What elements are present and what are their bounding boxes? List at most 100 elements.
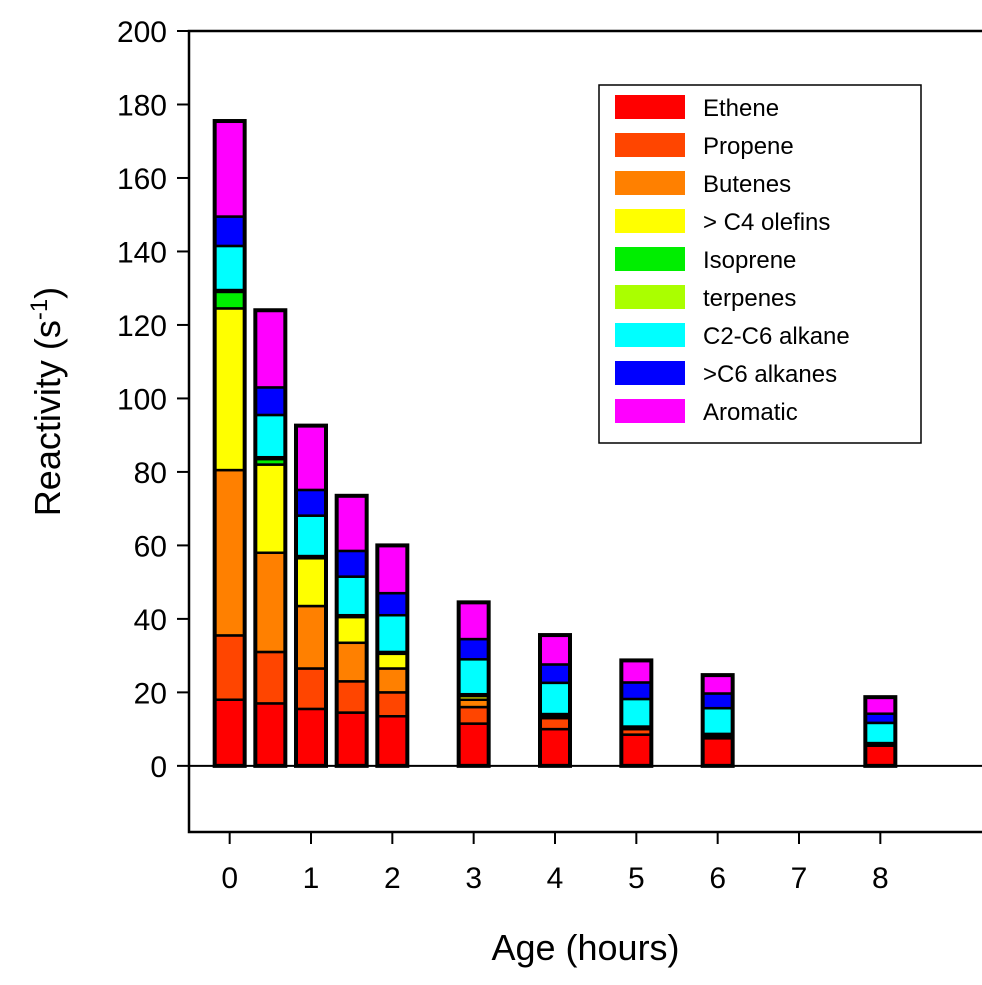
bar-stack [619,658,654,768]
bar-segment [538,681,572,716]
bar-segment [335,711,368,768]
legend: Ethene Propene Butenes > C4 olefins Isoprene… [598,84,922,444]
bar-segment [376,613,409,654]
legend-swatch [615,399,685,423]
x-tick-label: 4 [547,862,564,895]
legend-swatch [615,361,685,385]
bar-segment [864,695,897,715]
bar-segment [620,659,653,684]
y-tick-label: 180 [117,89,167,122]
bar-segment [457,601,490,641]
y-tick-label: 100 [117,383,167,416]
bar-segment [376,691,409,718]
legend-swatch [615,285,685,309]
bar-stack [375,543,410,768]
bar-segment [294,604,328,670]
bar-segment [538,716,572,731]
bar-segment [620,681,653,701]
bar-segment [335,575,368,617]
x-tick-label: 0 [221,862,238,895]
y-tick-label: 120 [117,310,167,343]
y-tick-label: 80 [134,457,167,490]
bar-segment [254,308,287,389]
bar-segment [213,468,246,637]
x-tick-label: 7 [791,862,808,895]
y-axis-title-main: Reactivity (s [27,320,68,516]
legend-item: Isoprene [615,247,796,274]
x-tick-label: 3 [465,862,482,895]
x-tick-label: 8 [872,862,889,895]
bar-segment [864,744,897,768]
bar-segment [254,386,287,417]
bar-segment [457,705,490,725]
y-axis-title-superscript: -1 [26,299,53,320]
legend-item: Butenes [615,171,791,198]
bar-stack [334,493,369,768]
bar-segment [213,290,246,310]
bar-segment [376,544,409,595]
bar-stack [253,308,288,768]
y-tick-label: 20 [134,677,167,710]
bars-group [212,119,898,768]
x-axis-title: Age (hours) [491,927,679,968]
bar-segment [254,551,287,654]
legend-label: Aromatic [703,399,798,426]
y-tick-label: 160 [117,163,167,196]
bar-segment [213,634,246,701]
bar-segment [213,307,246,472]
bar-segment [213,119,246,218]
legend-item: Ethene [615,95,779,122]
y-tick-label: 60 [134,530,167,563]
legend-label: Ethene [703,95,779,122]
bar-segment [335,680,368,714]
bar-stack [863,695,898,768]
legend-item: C2-C6 alkane [615,323,850,350]
legend-swatch [615,247,685,271]
bar-segment [701,692,734,710]
bar-segment [457,722,490,768]
legend-item: > C4 olefins [615,209,830,236]
y-tick-label: 0 [150,751,167,784]
x-tick-label: 6 [709,862,726,895]
bar-stack [700,673,735,768]
legend-label: C2-C6 alkane [703,323,850,350]
bar-stack [456,600,491,768]
bar-segment [294,707,328,768]
bar-segment [376,652,409,670]
bar-segment [864,721,897,745]
legend-item: Propene [615,133,794,160]
bar-segment [294,424,328,492]
legend-swatch [615,95,685,119]
bar-segment [294,488,328,517]
bar-segment [294,514,328,558]
bar-segment [538,727,572,768]
legend-label: Isoprene [703,247,796,274]
bar-stack [538,633,572,768]
legend-item: Aromatic [615,399,798,426]
bar-segment [376,667,409,694]
bar-segment [335,641,368,683]
x-axis: 0 1 2 3 4 5 6 7 8 [221,832,889,895]
bar-segment [538,633,572,666]
bar-segment [254,702,287,768]
y-tick-label: 140 [117,236,167,269]
bar-segment [620,733,653,768]
bar-segment [213,244,246,292]
bar-segment [335,615,368,645]
bar-segment [457,637,490,661]
legend-label: Butenes [703,171,791,198]
bar-stack [294,423,328,768]
bar-segment [213,698,246,768]
bar-segment [538,663,572,685]
y-axis-title: Reactivity (s-1) [26,287,69,516]
bar-segment [376,715,409,768]
legend-swatch [615,171,685,195]
bar-segment [701,673,734,695]
bar-segment [620,697,653,728]
legend-swatch [615,133,685,157]
bar-segment [294,557,328,608]
y-axis-title-suffix: ) [27,287,68,299]
bar-segment [335,549,368,578]
bar-segment [254,413,287,459]
